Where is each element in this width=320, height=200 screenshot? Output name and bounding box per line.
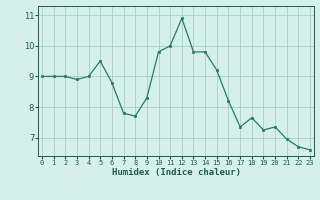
X-axis label: Humidex (Indice chaleur): Humidex (Indice chaleur) — [111, 168, 241, 177]
